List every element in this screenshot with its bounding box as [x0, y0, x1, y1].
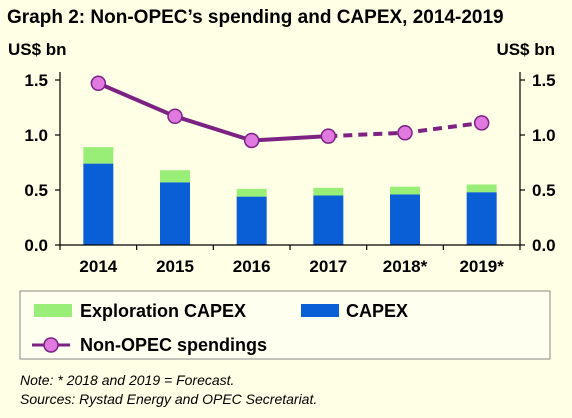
point-non-opec-2: [243, 132, 260, 149]
y-axis-right-unit: US$ bn: [496, 40, 555, 59]
x-tick-label-5: 2019*: [459, 257, 504, 276]
y-tick-label-left-3: 1.5: [24, 71, 48, 90]
chart-title: Graph 2: Non-OPEC’s spending and CAPEX, …: [7, 7, 504, 28]
legend-frame: [19, 290, 551, 360]
point-non-opec-4: [397, 125, 413, 141]
point-non-opec-1: [167, 108, 183, 125]
bar-capex-5: [466, 192, 497, 245]
y-tick-label-left-2: 1.0: [24, 126, 48, 145]
bar-exploration-capex-0: [83, 147, 114, 164]
legend-label-capex: CAPEX: [346, 301, 408, 321]
axes-layer: 0.0 0.0 0.5 0.5 1.0 1.0 1.5 1.5 2014 2015 2016 2017…: [24, 71, 555, 276]
point-non-opec-0: [90, 75, 107, 92]
bar-capex-2: [236, 196, 267, 245]
point-non-opec-3: [320, 128, 337, 144]
sources-note: Sources: Rystad Energy and OPEC Secretar…: [20, 391, 317, 407]
x-tick-label-2: 2016: [233, 257, 271, 276]
point-non-opec-5: [473, 115, 490, 131]
bar-capex-1: [160, 182, 190, 245]
y-tick-label-right-0: 0.0: [532, 236, 556, 255]
footnote: Note: * 2018 and 2019 = Forecast.: [20, 372, 234, 388]
bar-capex-0: [83, 163, 114, 245]
bar-exploration-capex-3: [313, 187, 344, 196]
bar-capex-3: [313, 195, 344, 245]
bar-exploration-capex-2: [236, 188, 267, 197]
bars-layer: [83, 147, 497, 245]
y-tick-label-right-2: 1.0: [532, 126, 556, 145]
legend-swatch-capex: [301, 304, 339, 317]
legend-label-exploration-capex: Exploration CAPEX: [80, 301, 246, 321]
line-non-opec-actual: [97, 81, 329, 143]
y-tick-label-right-1: 0.5: [532, 181, 556, 200]
x-tick-label-0: 2014: [79, 257, 117, 276]
line-layer: [90, 75, 490, 149]
legend-label-non-opec-spendings: Non-OPEC spendings: [80, 335, 267, 355]
bar-exploration-capex-1: [160, 170, 190, 183]
y-axis-left-unit: US$ bn: [8, 40, 67, 59]
bar-capex-4: [390, 194, 420, 245]
legend: Exploration CAPEX CAPEX Non-OPEC spendin…: [19, 290, 551, 360]
bar-exploration-capex-5: [466, 184, 497, 193]
x-tick-label-4: 2018*: [383, 257, 428, 276]
x-tick-label-1: 2015: [156, 257, 194, 276]
legend-swatch-non-opec-marker: [43, 337, 59, 353]
y-tick-label-left-1: 0.5: [24, 181, 48, 200]
y-tick-label-right-3: 1.5: [532, 71, 556, 90]
x-tick-label-3: 2017: [309, 257, 347, 276]
legend-swatch-exploration-capex: [34, 304, 72, 317]
y-tick-label-left-0: 0.0: [24, 236, 48, 255]
bar-exploration-capex-4: [390, 186, 420, 195]
